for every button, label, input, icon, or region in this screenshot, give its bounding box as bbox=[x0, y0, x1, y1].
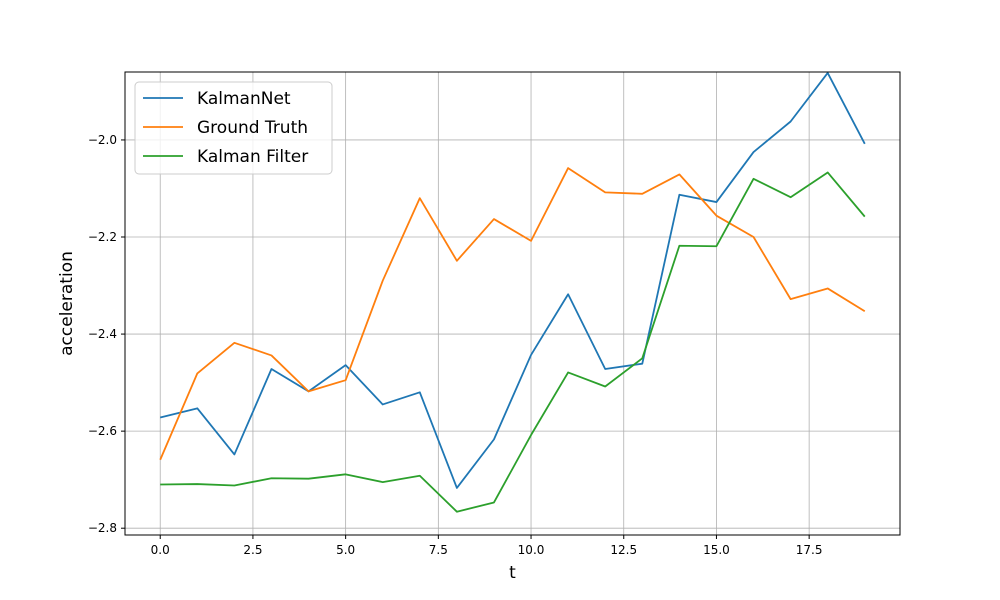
x-tick-label: 10.0 bbox=[518, 543, 545, 557]
legend-label: Kalman Filter bbox=[197, 147, 308, 167]
x-tick-label: 7.5 bbox=[429, 543, 448, 557]
series-line-ground-truth bbox=[159, 167, 866, 461]
y-tick-label: −2.8 bbox=[88, 521, 117, 535]
x-tick-label: 2.5 bbox=[243, 543, 262, 557]
series-line-kalmannet bbox=[160, 72, 866, 489]
x-tick-label: 0.0 bbox=[151, 543, 170, 557]
axis-ticks: 0.0 2.5 5.0 7.5 10.0 12.5 15.0 17.5 −2.8 −2.6 −2.4… bbox=[88, 133, 823, 557]
plot-area-frame bbox=[124, 71, 901, 536]
x-tick-label: 12.5 bbox=[610, 543, 637, 557]
grid-lines bbox=[125, 72, 900, 535]
legend: KalmanNet Ground Truth Kalman Filter bbox=[134, 81, 333, 175]
y-tick-label: −2.4 bbox=[88, 327, 117, 341]
x-tick-label: 5.0 bbox=[336, 543, 355, 557]
legend-label: Ground Truth bbox=[197, 118, 308, 138]
legend-label: KalmanNet bbox=[197, 89, 291, 109]
legend-box bbox=[134, 81, 333, 175]
y-tick-label: −2.2 bbox=[88, 230, 117, 244]
x-axis-label: t bbox=[509, 563, 516, 583]
series-lines bbox=[159, 72, 866, 513]
y-tick-label: −2.6 bbox=[88, 424, 117, 438]
y-axis-label: acceleration bbox=[57, 251, 77, 356]
y-tick-label: −2.0 bbox=[88, 133, 117, 147]
x-tick-label: 15.0 bbox=[703, 543, 730, 557]
series-line-kalman-filter bbox=[160, 171, 866, 513]
x-tick-label: 17.5 bbox=[796, 543, 823, 557]
